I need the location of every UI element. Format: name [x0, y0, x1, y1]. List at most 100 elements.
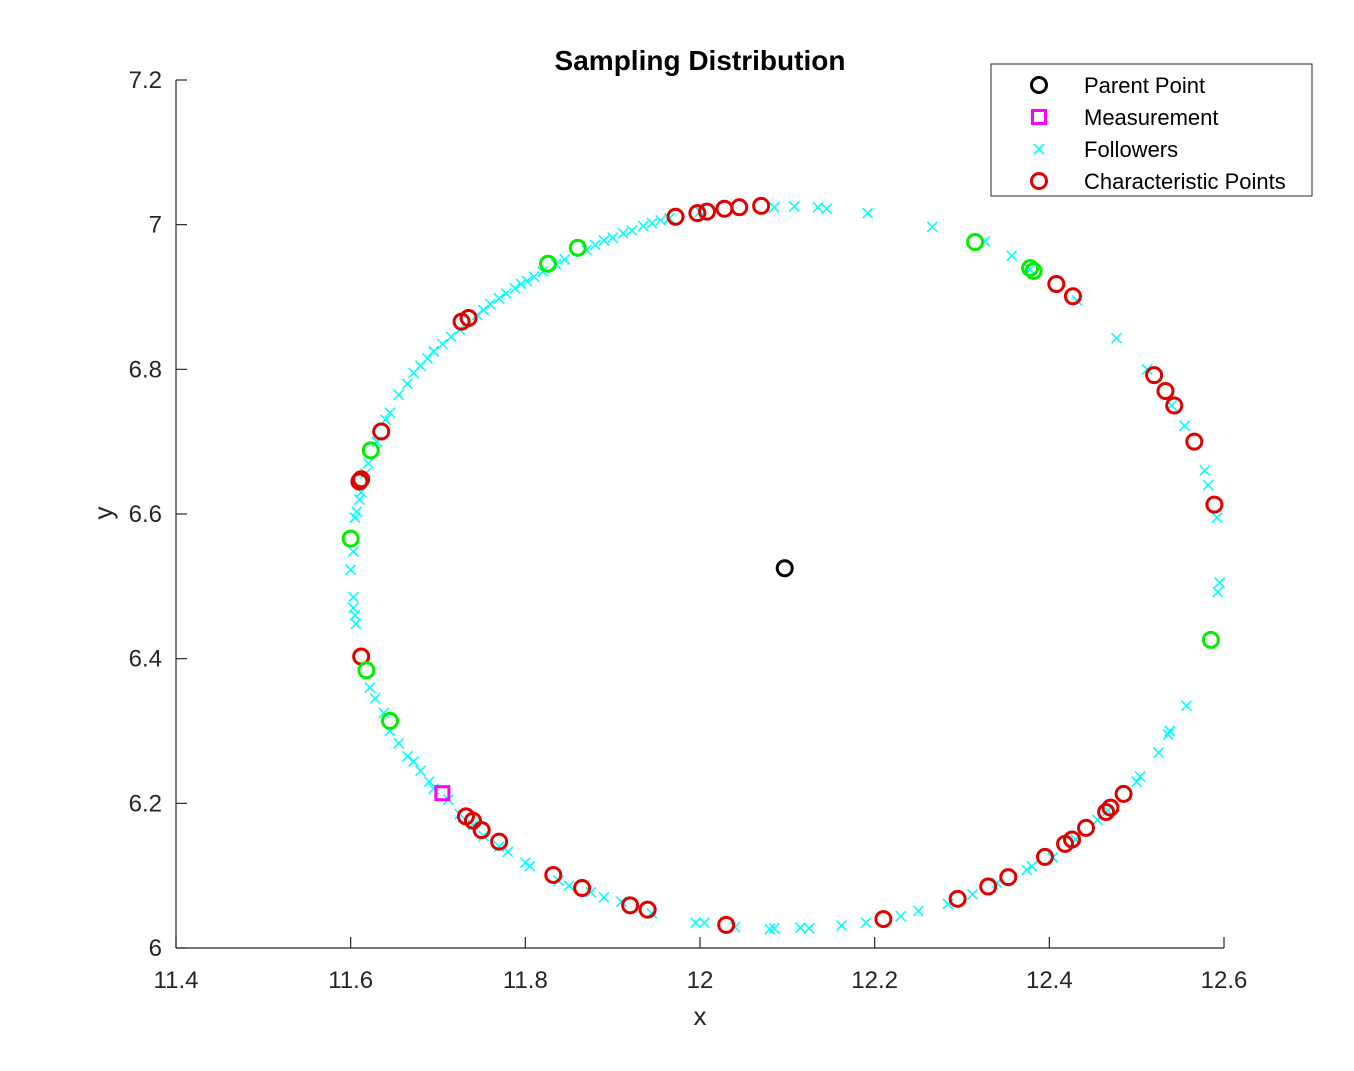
x-tick-label: 11.8	[503, 967, 548, 994]
y-tick-label: 6.8	[129, 356, 162, 383]
x-stroke	[347, 546, 359, 558]
x-stroke	[369, 692, 381, 705]
x-stroke	[393, 389, 405, 401]
x-stroke	[646, 217, 658, 229]
x-stroke	[364, 682, 376, 694]
data-point	[509, 282, 521, 294]
data-point	[768, 201, 780, 213]
legend-label: Parent Point	[1084, 73, 1205, 98]
x-stroke	[345, 564, 357, 576]
data-point	[1097, 803, 1116, 822]
data-point	[369, 692, 381, 705]
x-tick-label: 12.4	[1026, 967, 1073, 994]
x-stroke	[423, 776, 435, 788]
data-point	[589, 239, 601, 251]
data-point	[515, 278, 527, 290]
data-point	[1202, 479, 1214, 491]
x-stroke	[559, 253, 571, 265]
data-point	[966, 888, 979, 901]
data-point	[1164, 725, 1176, 737]
data-point	[1006, 250, 1018, 262]
x-stroke	[445, 331, 457, 343]
x-stroke	[1141, 363, 1153, 375]
x-stroke	[764, 923, 776, 935]
data-point	[351, 506, 363, 518]
data-point	[345, 564, 357, 576]
data-point	[598, 891, 610, 903]
x-stroke	[563, 880, 575, 892]
x-stroke	[1164, 725, 1176, 737]
x-stroke	[350, 618, 362, 630]
data-point	[585, 886, 597, 898]
data-point	[1035, 847, 1054, 866]
x-stroke	[1021, 864, 1033, 876]
data-point	[493, 841, 505, 853]
x-stroke	[347, 602, 359, 614]
x-stroke	[966, 888, 979, 901]
data-point	[352, 470, 371, 489]
legend-item-characteristic-points: Characteristic Points	[1030, 169, 1286, 194]
x-stroke	[436, 338, 448, 350]
y-tick-label: 7.2	[129, 67, 162, 94]
data-point	[1199, 465, 1211, 477]
x-stroke	[655, 214, 667, 226]
data-point	[607, 232, 619, 244]
x-stroke	[788, 201, 800, 213]
x-stroke	[585, 886, 597, 898]
legend: Parent Point Measurement Followers Characte…	[990, 63, 1313, 197]
data-point	[788, 201, 800, 213]
data-point	[353, 493, 365, 506]
data-point	[655, 214, 667, 226]
x-stroke	[794, 922, 806, 934]
data-point	[1024, 261, 1043, 280]
data-point	[1180, 700, 1193, 712]
data-point	[544, 865, 563, 884]
x-stroke	[1199, 465, 1211, 477]
x-stroke	[484, 298, 496, 310]
data-point	[414, 765, 427, 777]
data-point	[347, 602, 359, 614]
x-tick-label: 11.6	[328, 967, 373, 994]
data-point	[563, 880, 575, 892]
data-point	[948, 889, 967, 908]
legend-label: Measurement	[1084, 105, 1219, 130]
data-point	[1179, 420, 1191, 432]
x-stroke	[500, 287, 512, 299]
data-point	[926, 221, 938, 233]
data-point	[1063, 830, 1082, 849]
data-point	[775, 559, 794, 578]
data-point	[500, 287, 512, 299]
data-point	[357, 661, 376, 680]
x-stroke	[521, 275, 533, 287]
plot-area	[341, 196, 1226, 935]
x-tick-label: 12.6	[1201, 967, 1248, 994]
x-stroke	[1131, 776, 1143, 788]
x-stroke	[895, 910, 907, 922]
data-point	[617, 227, 629, 239]
x-stroke	[835, 920, 848, 932]
data-point	[821, 203, 833, 215]
x-stroke	[803, 922, 815, 935]
chart-title: Sampling Distribution	[555, 45, 846, 76]
legend-marker	[1033, 143, 1045, 155]
legend-label: Characteristic Points	[1084, 169, 1286, 194]
x-stroke	[428, 345, 440, 357]
data-point	[539, 254, 558, 273]
data-point	[393, 737, 405, 749]
x-stroke	[1134, 771, 1146, 783]
data-point	[1021, 864, 1033, 876]
x-stroke	[1026, 860, 1038, 872]
data-point	[490, 832, 509, 851]
data-point	[803, 922, 815, 935]
x-stroke	[537, 266, 549, 278]
x-stroke	[626, 224, 638, 237]
x-stroke	[502, 846, 514, 858]
x-stroke	[768, 922, 780, 935]
data-point	[364, 682, 376, 694]
data-point	[559, 253, 571, 265]
x-stroke	[1033, 143, 1045, 155]
data-point	[860, 917, 872, 929]
series-characteristic-points	[350, 196, 1224, 934]
x-stroke	[821, 203, 833, 215]
